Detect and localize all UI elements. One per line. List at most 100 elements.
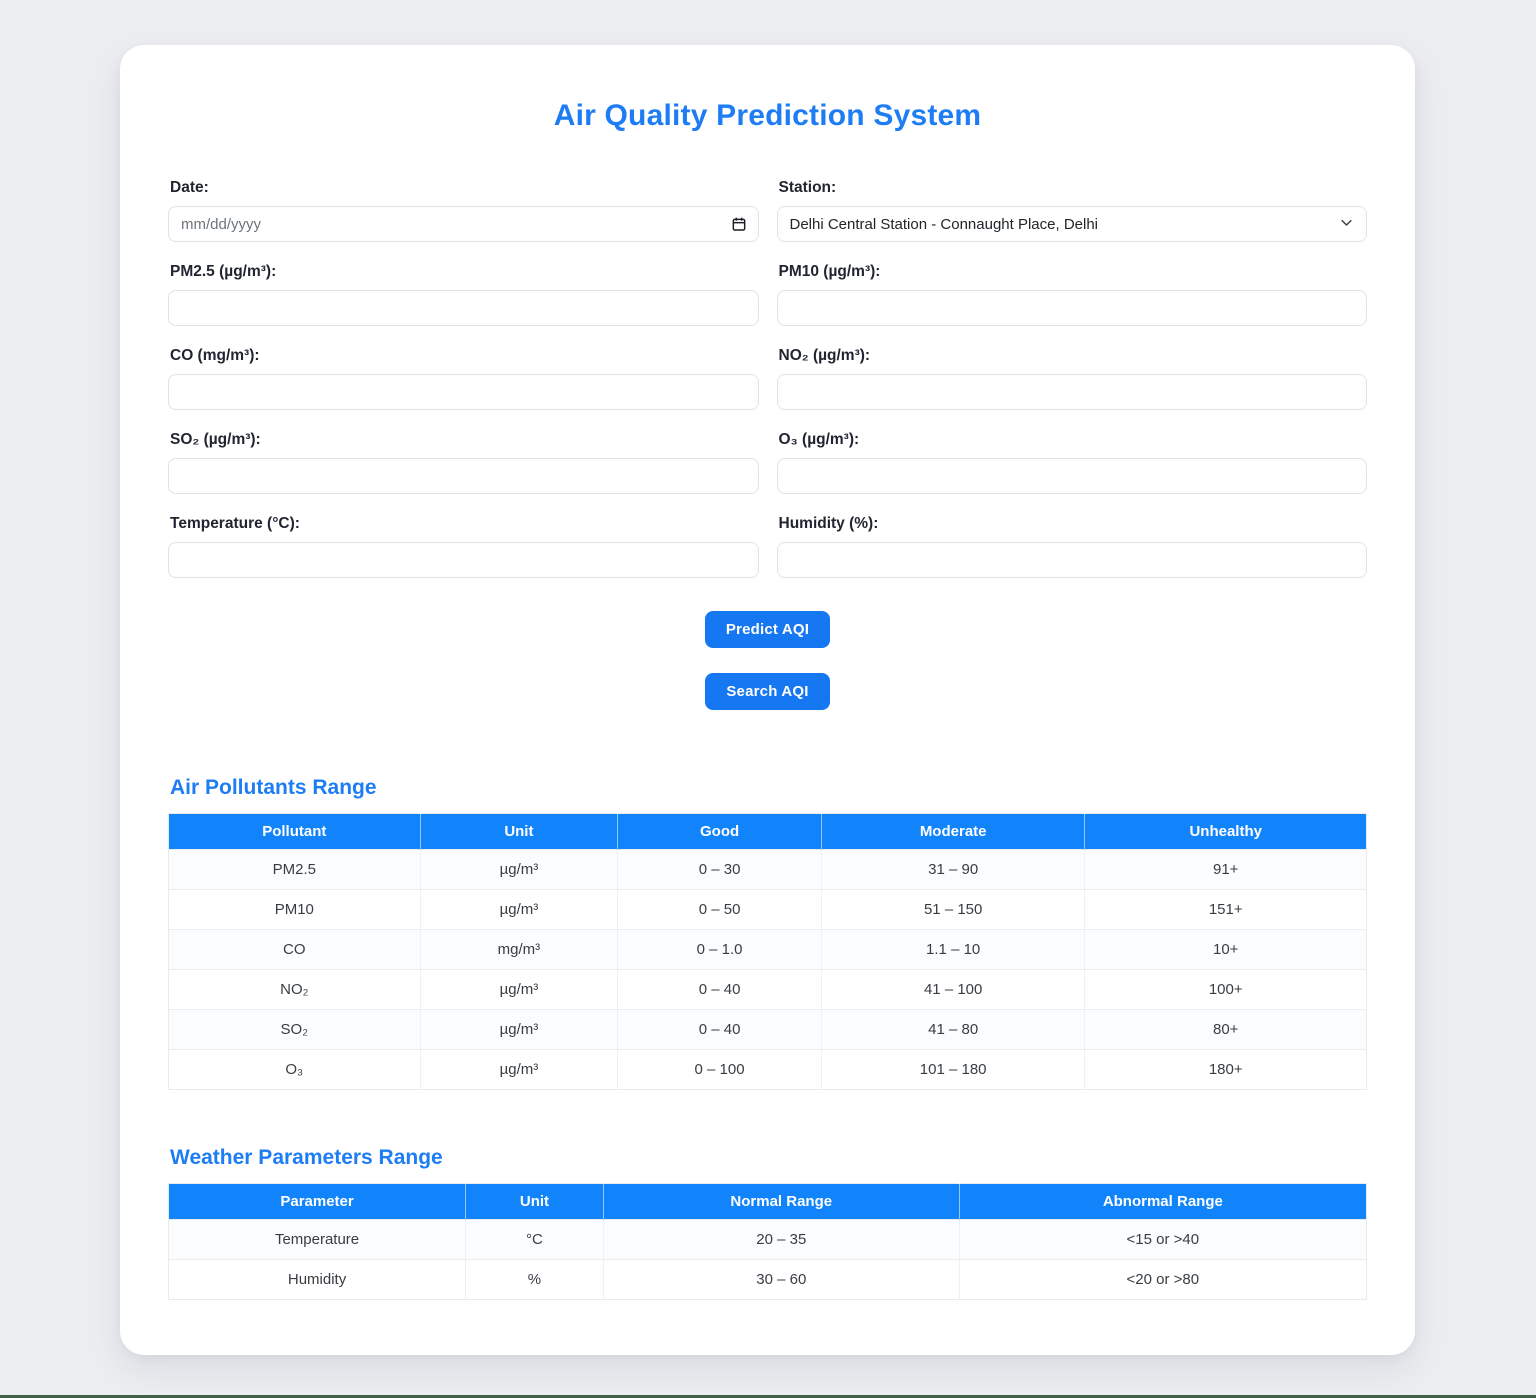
pollutants-table-head: Pollutant Unit Good Moderate Unhealthy [168,813,1367,850]
table-row: Temperature °C 20 – 35 <15 or >40 [168,1219,1367,1260]
table-cell: 1.1 – 10 [820,929,1085,970]
column-header: Pollutant [168,813,421,850]
field-station: Station: Delhi Central Station - Connaugh… [776,179,1367,242]
co-label: CO (mg/m³): [170,347,260,364]
table-cell: SO₂ [168,1009,421,1050]
station-label: Station: [778,179,837,196]
table-cell: µg/m³ [419,1009,618,1050]
table-cell: µg/m³ [419,1049,618,1090]
table-cell: 80+ [1084,1009,1367,1050]
column-header: Moderate [820,813,1085,850]
table-cell: 51 – 150 [820,889,1085,930]
weather-heading: Weather Parameters Range [170,1146,443,1169]
table-cell: % [465,1259,604,1300]
field-humidity: Humidity (%): [776,515,1367,578]
bottom-edge-line [0,1395,1536,1398]
pm10-input-wrap [776,290,1367,326]
column-header: Unhealthy [1084,813,1367,850]
table-cell: °C [465,1219,604,1260]
calendar-icon[interactable] [730,215,748,233]
table-row: Humidity% 30 – 60 <20 or >80 [168,1259,1367,1300]
table-cell: 151+ [1084,889,1367,930]
table-cell: µg/m³ [419,969,618,1010]
table-cell: 0 – 30 [617,849,822,890]
field-o3: O₃ (µg/m³): [776,431,1367,494]
so2-input-wrap [168,458,759,494]
table-cell: PM2.5 [168,849,421,890]
o3-label: O₃ (µg/m³): [778,431,860,448]
no2-label: NO₂ (µg/m³): [778,347,871,364]
table-cell: 0 – 1.0 [617,929,822,970]
weather-table-head: Parameter Unit Normal Range Abnormal Range [168,1183,1367,1220]
table-cell: 41 – 80 [820,1009,1085,1050]
field-temperature: Temperature (°C): [168,515,759,578]
pollutants-heading: Air Pollutants Range [170,776,377,799]
header-row: Pollutant Unit Good Moderate Unhealthy [168,813,1367,850]
table-cell: Temperature [168,1219,466,1260]
humidity-input-wrap [776,542,1367,578]
table-cell: µg/m³ [419,849,618,890]
date-input[interactable] [168,206,759,242]
pm25-input-wrap [168,290,759,326]
column-header: Good [617,813,822,850]
table-cell: <15 or >40 [958,1219,1367,1260]
pollutants-section: Air Pollutants Range Pollutant Unit Good Mo… [168,776,1367,1090]
so2-label: SO₂ (µg/m³): [170,431,261,448]
table-cell: Humidity [168,1259,466,1300]
table-row: NO₂ µg/m³ 0 – 40 41 – 100 100+ [168,969,1367,1010]
weather-table: Parameter Unit Normal Range Abnormal Range … [168,1183,1367,1300]
column-header: Unit [419,813,618,850]
search-aqi-button[interactable]: Search AQI [705,673,830,710]
weather-section: Weather Parameters Range Parameter Unit No… [168,1146,1367,1300]
table-cell: 20 – 35 [602,1219,960,1260]
pm25-label: PM2.5 (µg/m³): [170,263,277,280]
date-input-wrap [168,206,759,242]
pm10-label: PM10 (µg/m³): [778,263,881,280]
table-row: PM10 µg/m³ 0 – 50 51 – 150 151+ [168,889,1367,930]
column-header: Parameter [168,1183,466,1220]
button-column: Predict AQI Search AQI [168,611,1367,710]
table-cell: 91+ [1084,849,1367,890]
co-input-wrap [168,374,759,410]
table-cell: 0 – 50 [617,889,822,930]
humidity-input[interactable] [776,542,1367,578]
pm10-input[interactable] [776,290,1367,326]
field-pm25: PM2.5 (µg/m³): [168,263,759,326]
station-select[interactable]: Delhi Central Station - Connaught Place,… [776,206,1367,242]
field-co: CO (mg/m³): [168,347,759,410]
temperature-input[interactable] [168,542,759,578]
table-cell: 0 – 40 [617,1009,822,1050]
column-header: Abnormal Range [958,1183,1367,1220]
table-cell: NO₂ [168,969,421,1010]
temperature-label: Temperature (°C): [170,515,300,532]
predict-aqi-button[interactable]: Predict AQI [704,611,831,648]
pollutants-table: Pollutant Unit Good Moderate Unhealthy PM2.5… [168,813,1367,1090]
table-cell: <20 or >80 [958,1259,1367,1300]
field-so2: SO₂ (µg/m³): [168,431,759,494]
humidity-label: Humidity (%): [778,515,879,532]
co-input[interactable] [168,374,759,410]
chevron-down-icon [1339,215,1354,234]
table-row: SO₂ µg/m³ 0 – 40 41 – 80 80+ [168,1009,1367,1050]
weather-table-body: Temperature °C 20 – 35 <15 or >40 Humidity% 3… [168,1219,1367,1300]
pm25-input[interactable] [168,290,759,326]
field-no2: NO₂ (µg/m³): [776,347,1367,410]
table-cell: 31 – 90 [820,849,1085,890]
table-cell: 10+ [1084,929,1367,970]
no2-input-wrap [776,374,1367,410]
table-cell: µg/m³ [419,889,618,930]
table-cell: 41 – 100 [820,969,1085,1010]
table-cell: 180+ [1084,1049,1367,1090]
table-row: CO mg/m³ 0 – 1.0 1.1 – 10 10+ [168,929,1367,970]
table-cell: 100+ [1084,969,1367,1010]
pollutants-table-body: PM2.5 µg/m³ 0 – 30 31 – 90 91+ PM10 µg/m³ 0 – 5… [168,849,1367,1090]
table-cell: mg/m³ [419,929,618,970]
o3-input[interactable] [776,458,1367,494]
so2-input[interactable] [168,458,759,494]
table-cell: PM10 [168,889,421,930]
field-date: Date: [168,179,759,242]
no2-input[interactable] [776,374,1367,410]
page-title: Air Quality Prediction System [553,99,982,132]
table-cell: CO [168,929,421,970]
header-row: Parameter Unit Normal Range Abnormal Range [168,1183,1367,1220]
